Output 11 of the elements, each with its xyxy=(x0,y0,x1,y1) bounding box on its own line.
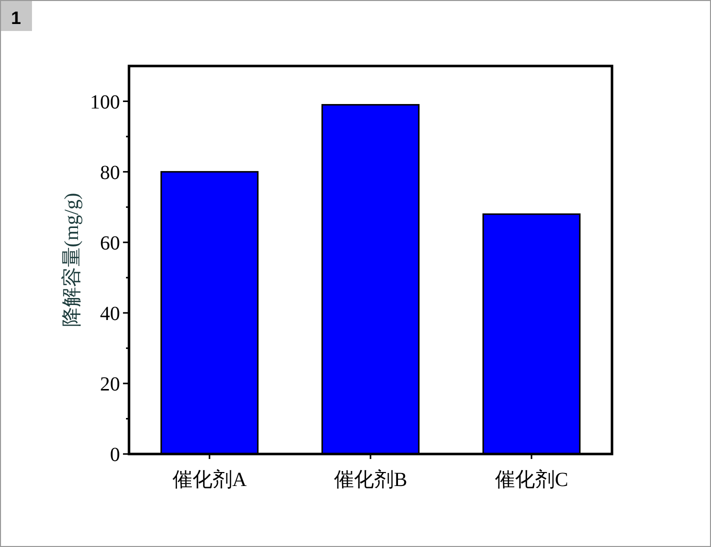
y-tick-label: 0 xyxy=(110,444,120,466)
y-tick-label: 60 xyxy=(100,232,120,254)
x-tick-label: 催化剂B xyxy=(334,469,408,491)
x-tick-label: 催化剂A xyxy=(172,469,248,491)
y-tick-label: 40 xyxy=(100,302,120,325)
text: 1 xyxy=(10,8,22,28)
y-tick-label: 100 xyxy=(90,91,120,114)
y-tick-label: 20 xyxy=(100,373,120,396)
y-tick-label: 80 xyxy=(100,162,120,184)
x-tick-label: 催化剂C xyxy=(494,469,568,491)
y-axis-title: 降解容量(mg/g) xyxy=(61,192,83,328)
